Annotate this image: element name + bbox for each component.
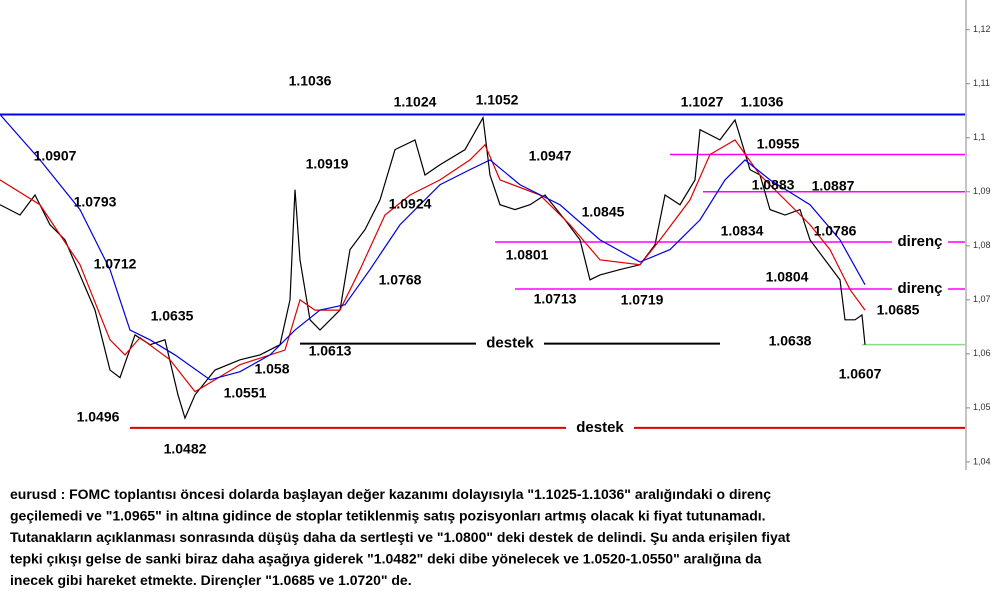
price-annotation: 1.1024 bbox=[394, 94, 437, 110]
moving-average bbox=[0, 139, 866, 393]
y-tick-label: 1,12 bbox=[973, 24, 991, 34]
price-annotation: 1.0955 bbox=[757, 136, 800, 152]
y-tick-label: 1,09 bbox=[973, 186, 991, 196]
caption-line: Tutanakların açıklanması sonrasında düşü… bbox=[10, 529, 791, 545]
price-annotation: 1.0496 bbox=[77, 409, 120, 425]
caption-line: tepki çıkışı gelse de sanki biraz daha a… bbox=[10, 551, 762, 567]
price-annotation: 1.0768 bbox=[379, 272, 422, 288]
price-annotation: 1.0804 bbox=[766, 269, 809, 285]
price-line bbox=[0, 115, 866, 420]
price-annotation: 1.0887 bbox=[812, 178, 855, 194]
label-bg bbox=[892, 232, 948, 253]
price-annotation: 1.0635 bbox=[151, 308, 194, 324]
price-annotation: 1.058 bbox=[254, 361, 289, 377]
level-label: direnç bbox=[897, 233, 942, 250]
caption-line: eurusd : FOMC toplantısı öncesi dolarda … bbox=[10, 486, 771, 502]
price-annotation: 1.0793 bbox=[74, 194, 117, 210]
caption-line: inecek gibi hareket etmekte. Dirençler "… bbox=[10, 572, 412, 588]
price-annotation: 1.0786 bbox=[814, 223, 857, 239]
y-tick-label: 1,08 bbox=[973, 240, 991, 250]
price-annotation: 1.0834 bbox=[721, 223, 764, 239]
price-annotation: 1.0919 bbox=[306, 156, 349, 172]
y-tick-label: 1,1 bbox=[973, 132, 986, 142]
price-annotation: 1.0801 bbox=[506, 247, 549, 263]
price-annotation: 1.0924 bbox=[389, 196, 432, 212]
y-tick-label: 1,11 bbox=[973, 78, 990, 88]
price-annotation: 1.0613 bbox=[309, 343, 352, 359]
price-annotation: 1.0551 bbox=[224, 385, 267, 401]
price-annotation: 1.0947 bbox=[529, 148, 572, 164]
level-label: direnç bbox=[897, 280, 942, 297]
label-bg bbox=[892, 279, 948, 300]
label-bg bbox=[476, 333, 544, 354]
price-annotation: 1.1036 bbox=[289, 73, 332, 89]
y-tick-label: 1,07 bbox=[973, 294, 991, 304]
level-label: destek bbox=[486, 335, 534, 352]
caption-line: geçilemedi ve "1.0965" in altına gidince… bbox=[10, 508, 766, 524]
price-annotation: 1.0907 bbox=[34, 148, 77, 164]
price-annotation: 1.0607 bbox=[839, 366, 882, 382]
price-annotation: 1.0719 bbox=[621, 292, 664, 308]
price-annotation: 1.0883 bbox=[752, 177, 795, 193]
y-tick-label: 1,06 bbox=[973, 348, 991, 358]
y-tick-label: 1,04 bbox=[973, 456, 991, 466]
price-annotation: 1.1027 bbox=[681, 94, 724, 110]
y-tick-label: 1,05 bbox=[973, 402, 991, 412]
price-annotation: 1.0685 bbox=[877, 302, 920, 318]
price-annotation: 1.0713 bbox=[534, 291, 577, 307]
price-annotation: 1.0638 bbox=[769, 333, 812, 349]
moving-average bbox=[0, 114, 866, 381]
level-label: destek bbox=[576, 419, 624, 436]
price-annotation: 1.0712 bbox=[94, 256, 137, 272]
price-annotation: 1.0845 bbox=[582, 204, 625, 220]
label-bg bbox=[566, 417, 634, 438]
price-annotation: 1.1036 bbox=[741, 94, 784, 110]
price-annotation: 1.0482 bbox=[164, 441, 207, 457]
price-annotation: 1.1052 bbox=[476, 92, 519, 108]
